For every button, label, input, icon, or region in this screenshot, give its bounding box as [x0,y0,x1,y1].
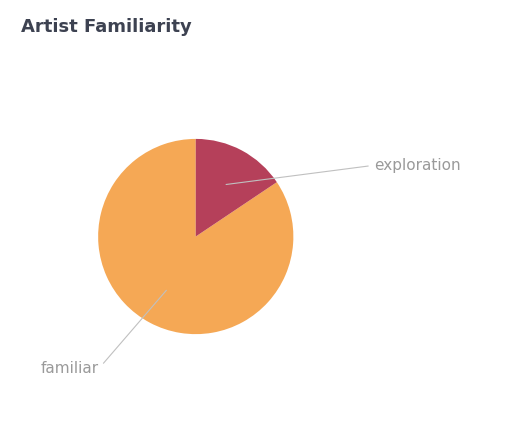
Text: exploration: exploration [226,158,460,184]
Text: Artist Familiarity: Artist Familiarity [21,18,192,35]
Wedge shape [196,139,277,237]
Wedge shape [98,139,293,334]
Text: familiar: familiar [41,290,167,376]
